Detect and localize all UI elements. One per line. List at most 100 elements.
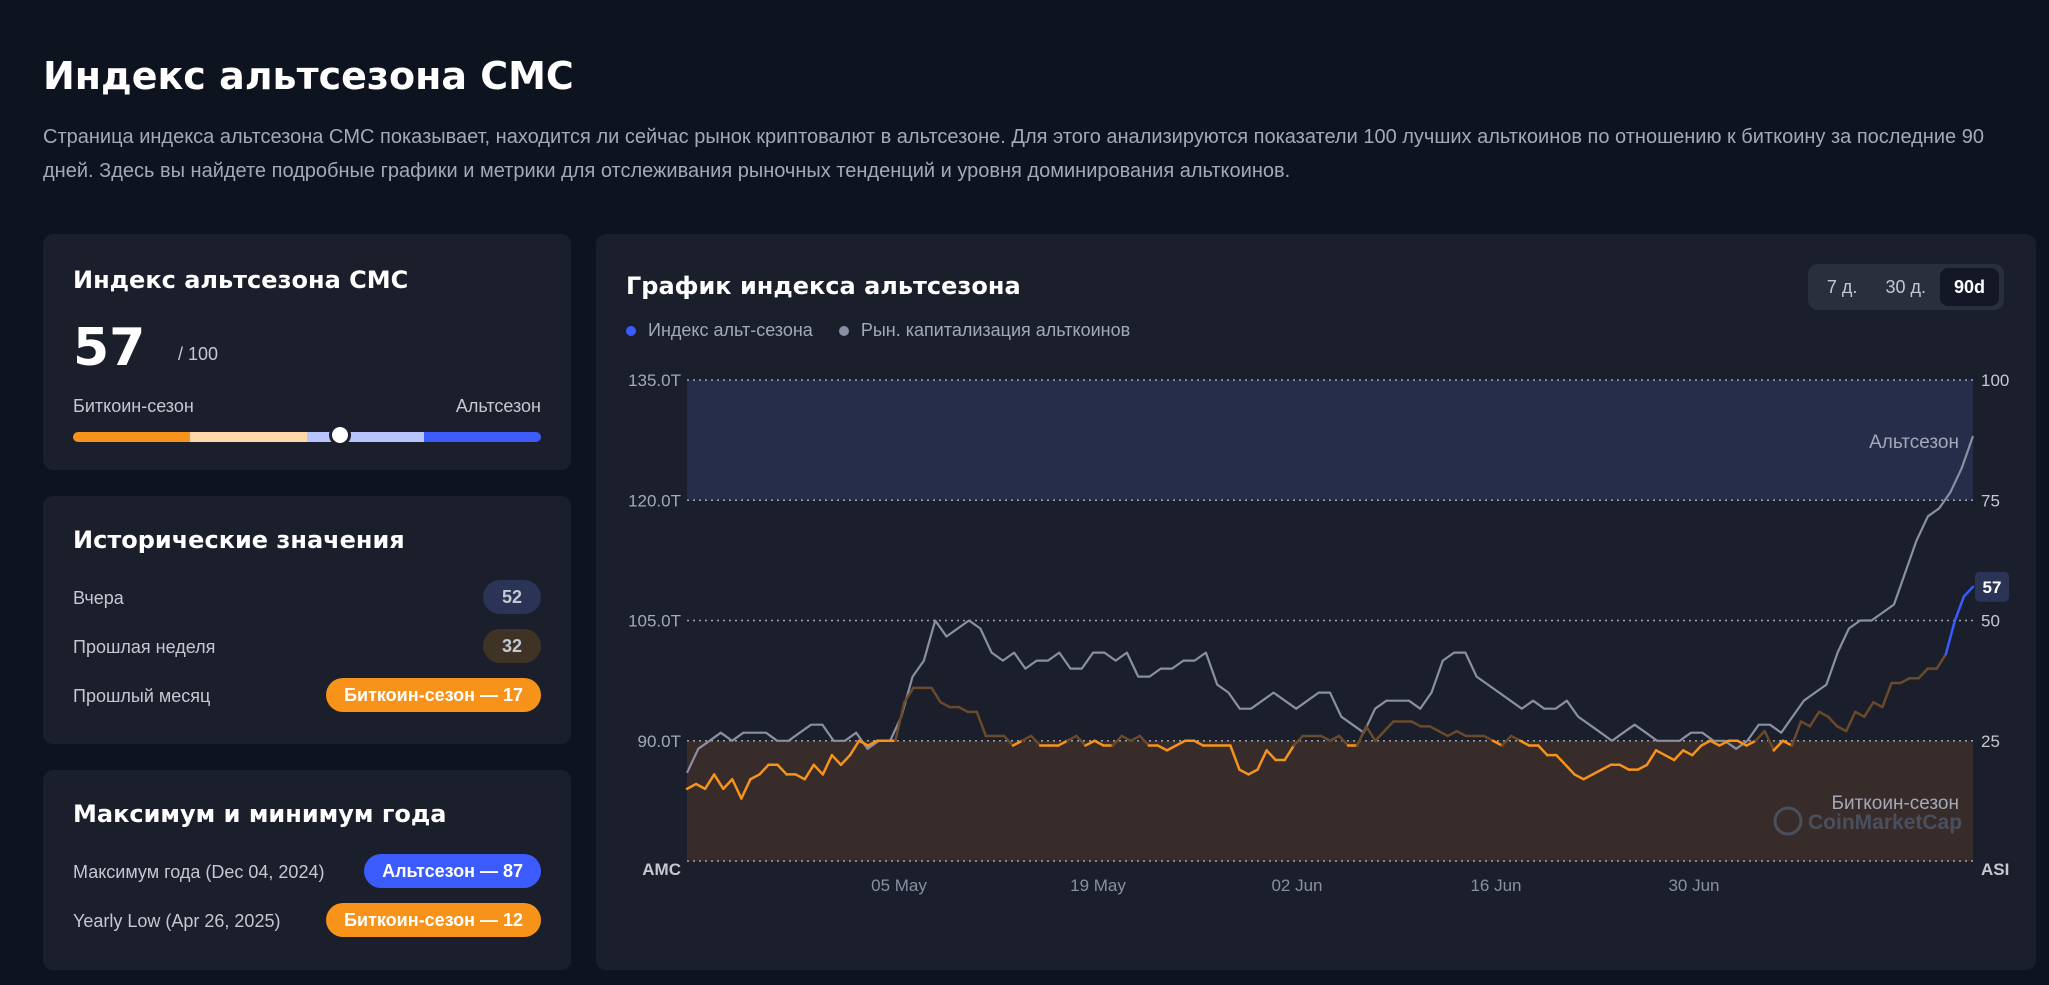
index-series-segment [1238,768,1250,776]
legend-item-marketcap[interactable]: Рын. капитализация альткоинов [838,320,1130,341]
index-series-segment [694,782,707,791]
index-series-segment [812,763,825,776]
index-series-segment [1283,744,1296,762]
index-series-segment [1029,734,1042,747]
history-label-last-week: Прошлая неделя [73,637,216,657]
index-series-segment [1962,585,1975,598]
index-series-segment [1428,725,1440,733]
range-7d-button[interactable]: 7 д. [1826,277,1858,297]
index-series-segment [1700,739,1712,747]
index-series-segment [1537,744,1549,757]
yearly-low-label: Yearly Low (Apr 26, 2025) [73,911,281,931]
index-series-segment [1120,734,1133,742]
legend-dot-gray-icon [838,325,849,336]
left-axis-tick-label: 120.0T [628,491,681,510]
index-series-segment [1881,681,1893,709]
index-series-segment [1555,753,1567,767]
index-series-segment [1319,734,1332,742]
index-series-segment [903,686,915,704]
range-90d-button[interactable]: 90d [1939,268,1999,306]
index-series-segment [1618,763,1631,771]
legend-dot-blue-icon [626,325,636,336]
index-series-segment [1808,710,1821,728]
chart-legend: Индекс альт-сезона Рын. капитализация ал… [626,320,1156,341]
index-card-title: Индекс альтсезона CMC [73,266,409,294]
index-series-segment [1374,729,1386,742]
range-selector: 7 д. 30 д. 90d [1807,264,2004,310]
index-series-segment [1591,768,1603,776]
index-series-segment [776,763,788,776]
index-series-segment [1509,734,1522,742]
yearly-high-label: Максимум года (Dec 04, 2024) [73,862,325,882]
history-label-last-month: Прошлый месяц [73,686,211,706]
index-series-segment [1482,734,1495,742]
index-series-segment [1247,768,1259,776]
index-series-segment [830,753,843,767]
index-series-segment [848,739,861,757]
index-series-segment [1084,739,1096,747]
left-axis-tick-label: 135.0T [628,371,681,390]
index-series-segment [1763,729,1776,752]
index-series-segment [939,701,951,709]
coinmarketcap-watermark: CoinMarketCap [1808,811,1962,834]
x-axis-tick-label: 30 Jun [1668,876,1719,895]
index-series-segment [1337,734,1350,747]
page-title: Индекс альтсезона CMC [43,54,574,98]
index-series-segment [821,753,834,776]
index-series-segment [1745,739,1757,747]
index-series-segment [1709,739,1721,747]
index-series-segment [1672,749,1685,762]
historical-values-card: Исторические значения Вчера 52 Прошлая н… [43,496,571,744]
index-series-segment [1446,729,1459,738]
index-series-segment [1355,725,1368,747]
index-series-segment [1935,652,1948,670]
index-value: 57 [73,318,146,378]
legend-item-index[interactable]: Индекс альт-сезона [626,320,813,341]
index-series-segment [866,739,879,747]
scale-left-label: Биткоин-сезон [73,396,194,416]
index-series-segment [1564,763,1576,776]
history-value-last-month: Биткоин-сезон — 17 [326,678,541,712]
range-30d-button[interactable]: 30 д. [1885,277,1926,297]
yearly-high-low-card: Максимум и минимум года Максимум года (D… [43,770,571,970]
index-card: Индекс альтсезона CMC 57 / 100 Биткоин-с… [43,234,571,470]
right-axis-tick-label: 50 [1981,612,2000,631]
index-series-segment [703,773,716,791]
index-series-segment [1111,734,1123,747]
index-series-segment [1174,739,1187,747]
index-series-segment [1681,749,1694,757]
index-series-segment [740,777,752,800]
index-series-segment [1600,763,1612,771]
index-series-segment [1953,595,1966,622]
index-series-segment [1328,734,1341,742]
yearly-title: Максимум и минимум года [73,800,447,828]
x-axis-tick-label: 02 Jun [1271,876,1322,895]
index-series-segment [1917,667,1929,680]
index-series-segment [1781,739,1794,747]
index-series-segment [1192,739,1205,747]
index-series-segment [1229,744,1241,771]
x-axis-tick-label: 19 May [1070,876,1126,895]
history-value-last-week: 32 [483,629,541,663]
index-series-segment [1944,619,1957,656]
bitcoin-season-zone-label: Биткоин-сезон [1831,793,1959,814]
index-series-segment [1654,749,1667,757]
index-series-segment [1138,734,1151,747]
index-series-segment [1817,710,1830,718]
index-series-segment [1736,739,1748,747]
right-axis-tick-label: 75 [1981,491,2000,510]
index-series-segment [1383,720,1395,733]
index-series-segment [975,710,988,738]
left-axis-tick-label: 105.0T [628,612,681,631]
index-series-segment [839,753,852,767]
altseason-zone [687,380,1973,501]
altseason-chart: 135.0T 120.0T 105.0T 90.0T 100 75 50 25 AMC ASI 05… [628,371,2009,895]
left-axis-tick-label: 90.0T [638,732,681,751]
index-series-segment [749,773,761,781]
index-series-segment [1256,749,1268,771]
index-series-segment [685,782,698,791]
index-series-segment [957,705,969,714]
history-label-yesterday: Вчера [73,588,124,608]
index-series-segment [712,773,725,791]
coinmarketcap-logo-icon [1773,806,1803,836]
